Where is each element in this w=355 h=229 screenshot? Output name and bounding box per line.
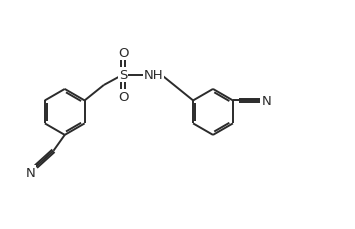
Text: NH: NH — [143, 69, 163, 82]
Text: O: O — [118, 90, 128, 103]
Text: N: N — [26, 166, 36, 179]
Text: S: S — [119, 69, 127, 82]
Text: O: O — [118, 47, 128, 60]
Text: N: N — [262, 95, 272, 107]
